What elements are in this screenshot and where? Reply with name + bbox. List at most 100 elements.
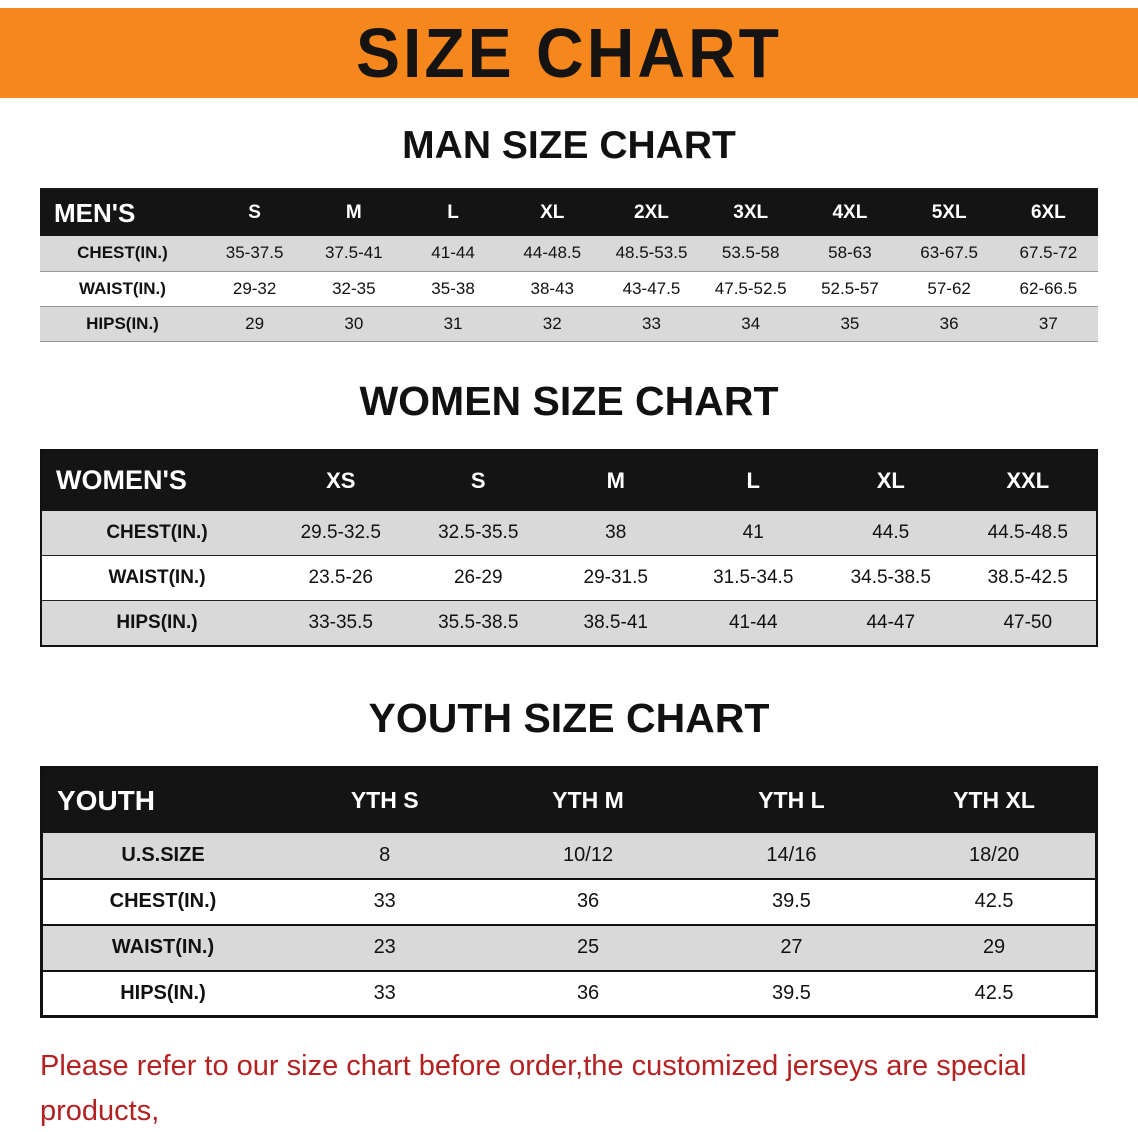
banner: SIZE CHART — [0, 8, 1138, 98]
size-value-cell: 63-67.5 — [920, 243, 978, 263]
man-chart-heading: MAN SIZE CHART — [402, 124, 736, 167]
size-value-cell: 29-32 — [232, 278, 277, 298]
size-value-cell: 44.5-48.5 — [987, 521, 1068, 543]
size-value-cell: 34.5-38.5 — [850, 567, 931, 588]
size-value-cell: 35-37.5 — [225, 243, 284, 263]
size-value-cell: 29 — [245, 313, 265, 333]
size-value-cell: 36 — [939, 313, 959, 333]
size-value-cell: 47-50 — [1003, 611, 1053, 633]
table-row: CHEST(IN.) 35-37.5 37.5-41 41-44 44-48.5 48.5… — [40, 236, 1098, 271]
size-column-header: YTH S — [350, 787, 419, 813]
size-value-cell: 53.5-58 — [721, 243, 780, 263]
size-value-cell: 41 — [742, 521, 764, 543]
size-value-cell: 38 — [605, 521, 627, 543]
size-value-cell: 32-35 — [332, 278, 376, 298]
size-column-header: YTH L — [758, 787, 825, 813]
size-column-header: XS — [326, 467, 356, 493]
table-row: WAIST(IN.) 23.5-26 26-29 29-31.5 31.5-34.5 34… — [41, 556, 1097, 601]
size-value-cell: 41-44 — [728, 611, 778, 633]
size-value-cell: 35.5-38.5 — [438, 611, 519, 633]
size-column-header: XL — [540, 202, 565, 223]
size-column-header: 2XL — [634, 202, 669, 223]
size-value-cell: 33-35.5 — [308, 611, 373, 633]
size-column-header: M — [345, 202, 362, 223]
measure-label: WAIST(IN.) — [79, 278, 166, 298]
measure-label: U.S.SIZE — [121, 843, 205, 866]
size-value-cell: 58-63 — [828, 243, 872, 263]
size-value-cell: 27 — [780, 936, 803, 958]
table-row: U.S.SIZE 8 10/12 14/16 18/20 — [41, 832, 1097, 879]
table-header-row: MEN'S S M L XL 2XL 3XL 4XL 5XL 6XL — [40, 189, 1098, 236]
size-column-header: L — [447, 202, 459, 223]
size-column-header: L — [746, 467, 760, 493]
measure-label: CHEST(IN.) — [77, 243, 168, 263]
size-value-cell: 33 — [373, 890, 396, 912]
size-value-cell: 37 — [1038, 313, 1058, 333]
size-value-cell: 36 — [576, 981, 600, 1004]
size-value-cell: 62-66.5 — [1019, 278, 1078, 298]
size-value-cell: 29.5-32.5 — [300, 521, 381, 543]
size-value-cell: 37.5-41 — [324, 243, 383, 263]
table-row: HIPS(IN.) 33-35.5 35.5-38.5 38.5-41 41-44 44-… — [41, 600, 1097, 646]
size-value-cell: 44.5 — [872, 521, 910, 543]
size-value-cell: 33 — [373, 981, 396, 1004]
size-value-cell: 38.5-42.5 — [987, 567, 1068, 588]
size-value-cell: 43-47.5 — [622, 278, 681, 298]
size-value-cell: 48.5-53.5 — [615, 243, 688, 263]
size-value-cell: 18/20 — [969, 843, 1020, 866]
man-size-chart-section: MAN SIZE CHART MEN'S S M L XL 2XL 3XL 4XL 5XL 6XL… — [0, 124, 1138, 342]
page-title: SIZE CHART — [356, 14, 782, 92]
measure-label: HIPS(IN.) — [86, 313, 159, 333]
men-size-table: MEN'S S M L XL 2XL 3XL 4XL 5XL 6XL CHEST(IN.) 35-37… — [40, 188, 1098, 342]
size-column-header: YTH XL — [953, 787, 1035, 813]
size-column-header: 3XL — [733, 202, 769, 223]
size-value-cell: 42.5 — [974, 890, 1014, 912]
size-value-cell: 31 — [443, 313, 463, 333]
table-row: CHEST(IN.) 33 36 39.5 42.5 — [41, 879, 1097, 925]
size-value-cell: 32 — [542, 313, 562, 333]
size-value-cell: 32.5-35.5 — [438, 521, 519, 543]
table-header-row: YOUTH YTH S YTH M YTH L YTH XL — [41, 767, 1097, 833]
table-row: WAIST(IN.) 29-32 32-35 35-38 38-43 43-47.5 47.… — [40, 271, 1098, 306]
youth-size-chart-section: YOUTH SIZE CHART YOUTH YTH S YTH M YTH L YTH… — [0, 694, 1138, 1018]
size-value-cell: 57-62 — [927, 278, 971, 298]
size-value-cell: 23.5-26 — [308, 567, 373, 588]
size-column-header: 4XL — [832, 202, 868, 223]
size-column-header: S — [248, 202, 261, 223]
measure-label: HIPS(IN.) — [120, 981, 206, 1004]
measure-label: HIPS(IN.) — [116, 611, 198, 633]
size-value-cell: 25 — [576, 936, 600, 958]
women-size-chart-section: WOMEN SIZE CHART WOMEN'S XS S M L XL XXL CHEST(… — [0, 378, 1138, 647]
women-chart-heading: WOMEN SIZE CHART — [359, 377, 779, 424]
size-value-cell: 38.5-41 — [583, 611, 648, 633]
size-value-cell: 42.5 — [974, 981, 1014, 1004]
youth-size-table: YOUTH YTH S YTH M YTH L YTH XL U.S.SIZE 8 10/12… — [40, 765, 1098, 1018]
size-value-cell: 36 — [576, 890, 600, 912]
size-value-cell: 34 — [741, 313, 761, 333]
size-value-cell: 8 — [379, 843, 391, 866]
measure-label: CHEST(IN.) — [109, 890, 217, 912]
size-value-cell: 35-38 — [431, 278, 475, 298]
table-row: CHEST(IN.) 29.5-32.5 32.5-35.5 38 41 44.5 44.5… — [41, 510, 1097, 556]
table-row: WAIST(IN.) 23 25 27 29 — [41, 924, 1097, 971]
size-value-cell: 39.5 — [771, 981, 811, 1004]
size-value-cell: 39.5 — [771, 890, 811, 912]
size-column-header: 6XL — [1030, 202, 1066, 223]
size-value-cell: 26-29 — [453, 567, 503, 588]
youth-chart-heading: YOUTH SIZE CHART — [368, 694, 770, 741]
women-size-table: WOMEN'S XS S M L XL XXL CHEST(IN.) 29.5-32.5 32.5… — [40, 448, 1098, 647]
size-column-header: 5XL — [931, 202, 967, 223]
table-group-label: YOUTH — [57, 784, 155, 816]
size-column-header: M — [606, 467, 625, 493]
size-value-cell: 47.5-52.5 — [714, 278, 787, 298]
size-column-header: S — [470, 467, 486, 493]
size-value-cell: 30 — [344, 313, 364, 333]
size-column-header: YTH M — [552, 787, 624, 813]
size-column-header: XXL — [1006, 467, 1050, 493]
size-value-cell: 38-43 — [530, 278, 574, 298]
size-value-cell: 44-47 — [866, 611, 916, 633]
size-value-cell: 41-44 — [431, 243, 475, 263]
size-value-cell: 10/12 — [563, 843, 614, 866]
notice-line-1: Please refer to our size chart before or… — [40, 1050, 1027, 1127]
